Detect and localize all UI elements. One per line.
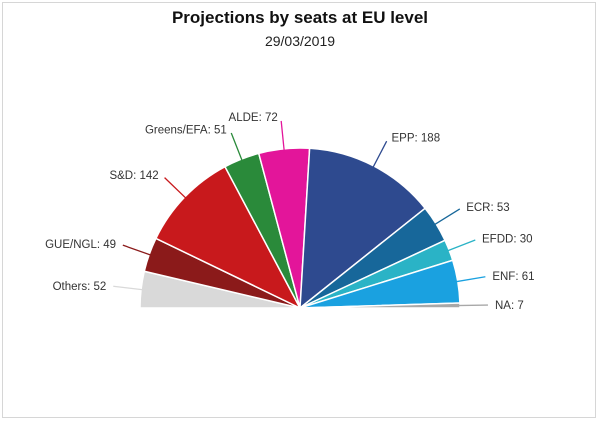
- connector-greens-efa: [230, 132, 244, 164]
- connector-epp: [371, 140, 388, 170]
- label-gue-ngl: GUE/NGL: 49: [45, 239, 116, 251]
- connector-na: [455, 304, 488, 307]
- label-s-d: S&D: 142: [109, 170, 158, 182]
- label-alde: ALDE: 72: [229, 112, 278, 124]
- connector-ecr: [432, 208, 461, 227]
- connector-others: [113, 285, 146, 291]
- label-efdd: EFDD: 30: [482, 234, 533, 246]
- connector-s-d: [164, 177, 189, 201]
- label-enf: ENF: 61: [492, 271, 534, 283]
- label-ecr: ECR: 53: [466, 202, 509, 214]
- labels-group: Others: 52 GUE/NGL: 49 S&D: 142 Greens/EFA:…: [45, 112, 534, 312]
- connectors-group: [113, 120, 488, 307]
- chart-subtitle: 29/03/2019: [264, 33, 336, 49]
- label-epp: EPP: 188: [392, 133, 441, 145]
- chart-title: Projections by seats at EU level: [171, 8, 429, 27]
- connector-efdd: [445, 239, 476, 253]
- label-greens-efa: Greens/EFA: 51: [145, 124, 227, 136]
- label-na: NA: 7: [495, 300, 524, 312]
- connector-enf: [453, 276, 486, 283]
- slices-group: [139, 147, 461, 310]
- label-others: Others: 52: [53, 281, 107, 293]
- connector-alde: [280, 120, 286, 153]
- connector-gue-ngl: [122, 244, 154, 257]
